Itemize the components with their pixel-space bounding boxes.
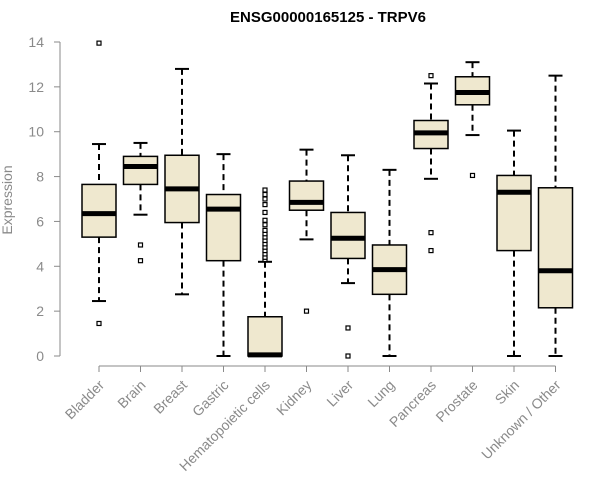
outlier-point bbox=[262, 209, 268, 216]
box-group bbox=[330, 154, 366, 359]
y-axis-title: Expression bbox=[0, 165, 15, 234]
box-group bbox=[247, 187, 283, 358]
box bbox=[81, 183, 117, 238]
box bbox=[205, 193, 242, 262]
y-tick-label: 14 bbox=[28, 34, 44, 50]
outlier-point bbox=[262, 187, 268, 193]
x-tick-label: Liver bbox=[323, 377, 356, 410]
x-tick-label: Breast bbox=[150, 377, 190, 417]
box-group bbox=[496, 129, 532, 357]
box-group bbox=[537, 74, 574, 357]
outlier-point bbox=[428, 230, 434, 236]
outlier-point bbox=[262, 222, 268, 228]
box-group bbox=[122, 141, 159, 264]
y-tick-label: 8 bbox=[36, 169, 44, 185]
box-group bbox=[81, 40, 117, 327]
outlier-point bbox=[96, 320, 102, 327]
box-group bbox=[413, 73, 449, 254]
outlier-point bbox=[262, 202, 268, 208]
outlier-point bbox=[345, 353, 351, 359]
y-tick-label: 6 bbox=[36, 213, 44, 229]
outlier-point bbox=[137, 258, 144, 264]
outlier-point bbox=[262, 191, 268, 198]
box-group bbox=[371, 168, 408, 357]
x-tick-label: Unknown / Other bbox=[478, 377, 564, 463]
outlier-point bbox=[469, 172, 476, 179]
x-tick-label: Kidney bbox=[273, 377, 315, 419]
chart-title: ENSG00000165125 - TRPV6 bbox=[230, 9, 426, 26]
y-axis: 0 2 4 6 8 10 12 14 bbox=[28, 34, 61, 364]
y-tick-label: 2 bbox=[36, 303, 44, 319]
outlier-point bbox=[96, 40, 102, 46]
box-group bbox=[205, 153, 242, 357]
box bbox=[288, 180, 325, 211]
outlier-point bbox=[137, 242, 144, 248]
box bbox=[537, 187, 574, 309]
x-tick-label: Skin bbox=[492, 377, 523, 408]
box bbox=[330, 211, 366, 260]
boxes bbox=[81, 40, 574, 359]
x-tick-label: Lung bbox=[364, 377, 397, 410]
x-tick-label: Prostate bbox=[432, 377, 480, 425]
outlier-point bbox=[262, 217, 268, 223]
y-tick-label: 12 bbox=[28, 79, 44, 95]
y-tick-label: 10 bbox=[28, 124, 44, 140]
outlier-point bbox=[428, 73, 434, 79]
outlier-point bbox=[262, 227, 268, 233]
outlier-point bbox=[262, 196, 268, 202]
outlier-point bbox=[345, 325, 351, 331]
y-tick-label: 0 bbox=[36, 348, 44, 364]
box bbox=[122, 155, 159, 186]
box bbox=[496, 174, 532, 252]
y-tick-label: 4 bbox=[36, 258, 44, 274]
x-tick-label: Brain bbox=[114, 377, 148, 411]
box-group bbox=[288, 148, 325, 314]
outlier-point bbox=[428, 247, 434, 254]
box-group bbox=[454, 61, 491, 179]
box-group bbox=[164, 67, 200, 296]
box bbox=[247, 316, 283, 357]
x-tick-label: Bladder bbox=[62, 377, 108, 423]
outlier-point bbox=[303, 308, 310, 314]
